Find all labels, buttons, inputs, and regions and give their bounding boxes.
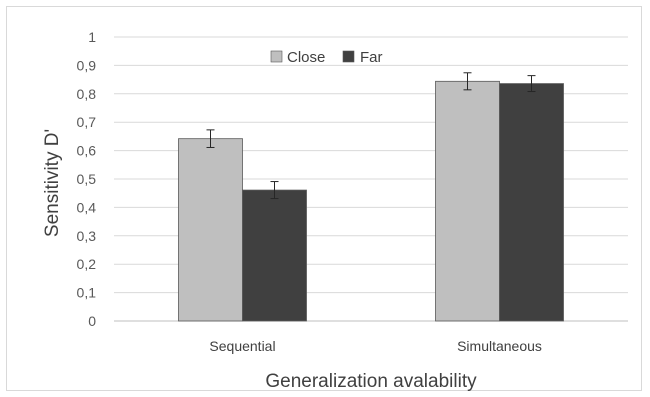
category-labels: Sequential Simultaneous bbox=[209, 338, 542, 354]
y-tick-label: 0,8 bbox=[77, 86, 97, 102]
y-tick-label: 0,3 bbox=[77, 228, 97, 244]
y-tick-label: 0,4 bbox=[77, 199, 97, 215]
legend-swatch-far bbox=[342, 50, 355, 63]
x-axis-title: Generalization avalability bbox=[265, 371, 477, 392]
y-tick-label: 0,1 bbox=[77, 285, 97, 301]
y-tick-label: 0,5 bbox=[77, 171, 97, 187]
bar-close-simultaneous bbox=[435, 80, 500, 322]
error-bars bbox=[206, 72, 536, 200]
legend-label-close: Close bbox=[287, 49, 325, 66]
bars bbox=[178, 80, 564, 322]
bar-far-simultaneous bbox=[499, 83, 564, 322]
legend-swatch-close bbox=[270, 50, 283, 63]
bar-close-sequential bbox=[178, 138, 243, 322]
y-axis-title: Sensitivity D' bbox=[42, 129, 63, 237]
y-tick-labels: 0 0,1 0,2 0,3 0,4 0,5 0,6 0,7 0,8 0,9 1 bbox=[77, 29, 97, 329]
y-tick-label: 0,2 bbox=[77, 256, 97, 272]
legend-label-far: Far bbox=[360, 49, 383, 66]
y-tick-label: 0,9 bbox=[77, 57, 97, 73]
y-tick-label: 0,6 bbox=[77, 143, 97, 159]
y-tick-label: 1 bbox=[88, 29, 96, 45]
y-tick-label: 0 bbox=[88, 313, 96, 329]
bar-far-sequential bbox=[242, 189, 307, 322]
category-label: Simultaneous bbox=[457, 338, 542, 354]
category-label: Sequential bbox=[209, 338, 275, 354]
legend: Close Far bbox=[270, 49, 383, 66]
y-tick-label: 0,7 bbox=[77, 114, 97, 130]
